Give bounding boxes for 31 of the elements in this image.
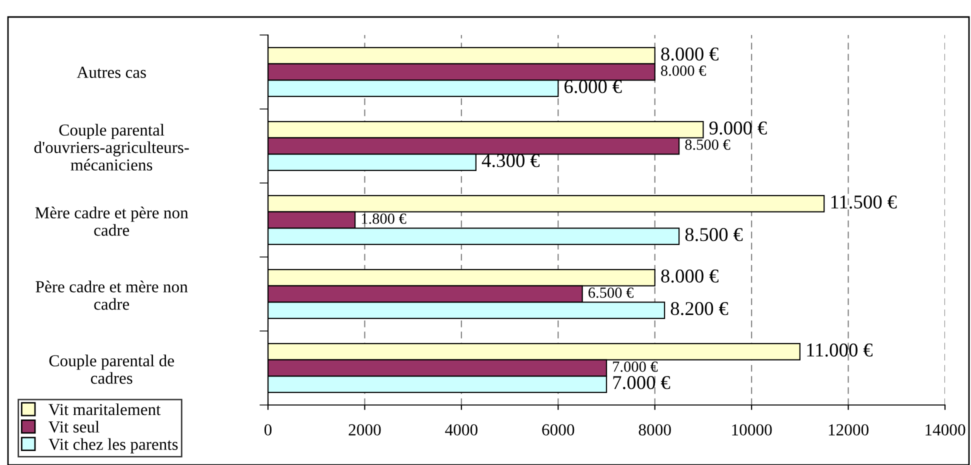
y-tick-label: Père cadre et mère non cadre [36,280,188,310]
data-label: 11.500 € [831,195,897,209]
data-label: 6.000 € [564,80,622,94]
x-tick-label: 10000 [732,424,772,436]
data-label: 1.800 € [362,214,406,224]
y-tick-label: Couple parental d'ouvriers-agriculteurs- mécaniciens [34,124,189,171]
data-label: 11.000 € [807,343,873,357]
data-label: 8.000 € [661,269,718,283]
data-label: 8.200 € [670,302,728,316]
x-tick-label: 2000 [348,424,381,436]
x-tick-label: 8000 [638,424,671,436]
x-tick-label: 14000 [926,424,966,436]
y-tick-label: Couple parental de cadres [49,354,174,384]
data-label: 8.500 € [685,140,730,150]
data-label: 8.000 € [661,47,718,61]
x-tick-label: 4000 [445,424,478,436]
data-label: 7.000 € [613,362,658,372]
data-label: 8.000 € [660,66,706,76]
y-tick-label: Mère cadre et père non cadre [35,206,188,236]
data-label: 9.000 € [709,121,767,135]
data-label: 8.500 € [685,228,743,242]
data-label: 4.300 € [482,154,540,168]
x-tick-label: 6000 [542,424,574,436]
data-label: 7.000 € [613,376,670,390]
legend-label: Vit seul [48,420,100,433]
y-tick-label: Autres cas [76,66,146,78]
x-tick-label: 12000 [828,424,868,436]
legend-label: Vit chez les parents [48,438,178,454]
data-label: 6.500 € [588,288,634,298]
legend-label: Vit maritalement [48,403,161,416]
x-tick-label: 0 [264,424,272,436]
